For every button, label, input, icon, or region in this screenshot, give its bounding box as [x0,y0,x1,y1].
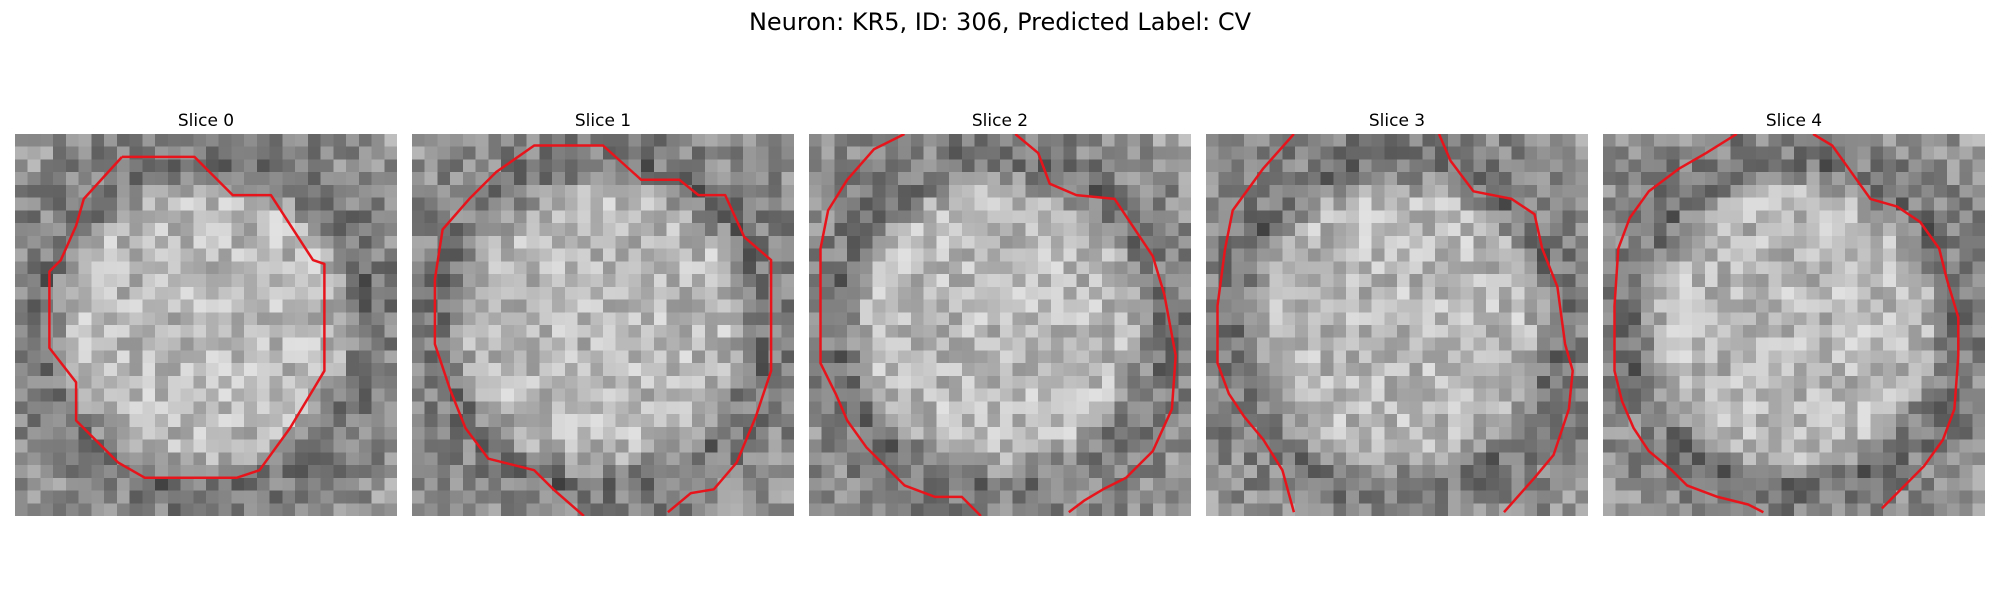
contour-line [1812,134,1960,510]
contour-line [433,144,773,516]
slice-title: Slice 2 [971,111,1029,131]
slice-image [1603,134,1985,516]
slice-panel: Slice 0 [15,108,397,516]
contour-line [1613,134,1764,514]
contour-line [819,134,982,516]
contour-line [1014,134,1177,514]
slice-image [809,134,1191,516]
slice-title: Slice 4 [1765,111,1823,131]
slice-title: Slice 0 [177,111,235,131]
slice-panel: Slice 1 [412,108,794,516]
slice-image [412,134,794,516]
contour-line [48,155,326,480]
pixel-grid [1206,134,1588,516]
slice-image [1206,134,1588,516]
pixel-grid [15,134,397,516]
contour-line [1216,134,1296,513]
slice-panel: Slice 4 [1603,108,1985,516]
pixel-grid [809,134,1191,516]
figure-title: Neuron: KR5, ID: 306, Predicted Label: C… [748,8,1252,36]
contour-line [1437,134,1574,514]
slice-panel: Slice 3 [1206,108,1588,516]
pixel-grid [1603,134,1985,516]
slice-title: Slice 1 [574,111,632,131]
pixel-grid [412,134,794,516]
slice-image [15,134,397,516]
slice-title: Slice 3 [1368,111,1426,131]
slice-panel: Slice 2 [809,108,1191,516]
